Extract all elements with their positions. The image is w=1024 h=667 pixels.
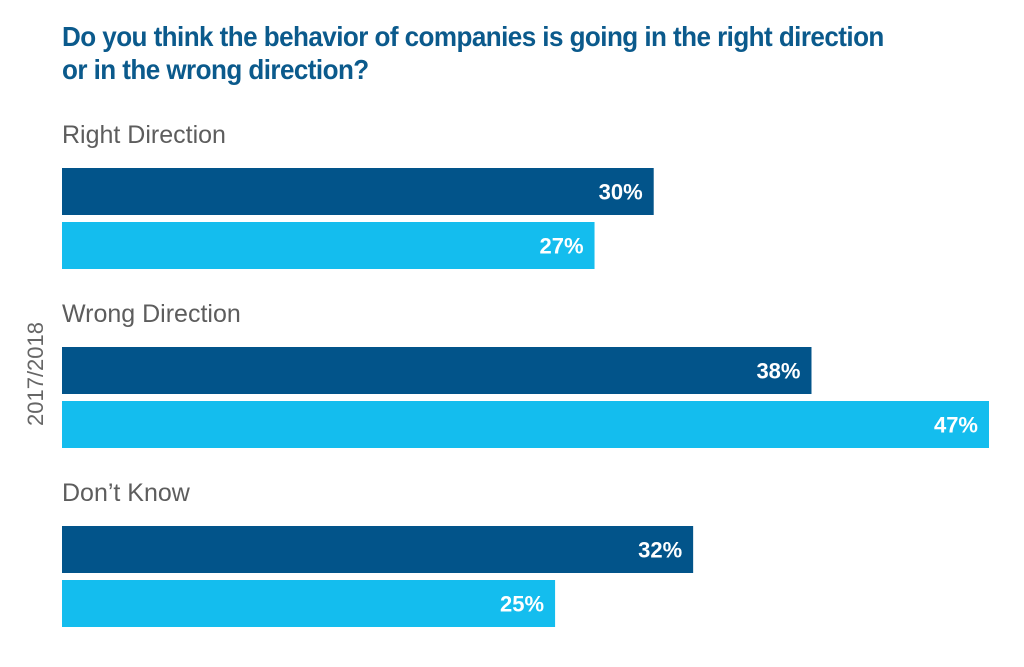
category-label-wrong-direction: Wrong Direction — [62, 300, 241, 328]
value-label-wrong-direction-series-1: 38% — [756, 359, 800, 384]
value-label-wrong-direction-series-2: 47% — [934, 413, 978, 438]
category-label-right-direction: Right Direction — [62, 121, 226, 149]
chart-title-line-1: Do you think the behavior of companies i… — [62, 21, 884, 52]
bar-don-t-know-series-2 — [62, 580, 556, 627]
value-label-right-direction-series-1: 30% — [599, 180, 643, 205]
category-label-don-t-know: Don’t Know — [62, 479, 191, 507]
bar-right-direction-series-2 — [62, 222, 595, 269]
bar-right-direction-series-1 — [62, 168, 654, 215]
bar-don-t-know-series-1 — [62, 526, 694, 573]
bar-wrong-direction-series-1 — [62, 347, 812, 394]
bar-wrong-direction-series-2 — [62, 401, 989, 448]
value-label-don-t-know-series-1: 32% — [638, 538, 682, 563]
value-label-don-t-know-series-2: 25% — [500, 592, 544, 617]
value-label-right-direction-series-2: 27% — [539, 234, 583, 259]
chart-title: Do you think the behavior of companies i… — [62, 20, 936, 86]
chart-title-line-2: or in the wrong direction? — [62, 54, 369, 85]
